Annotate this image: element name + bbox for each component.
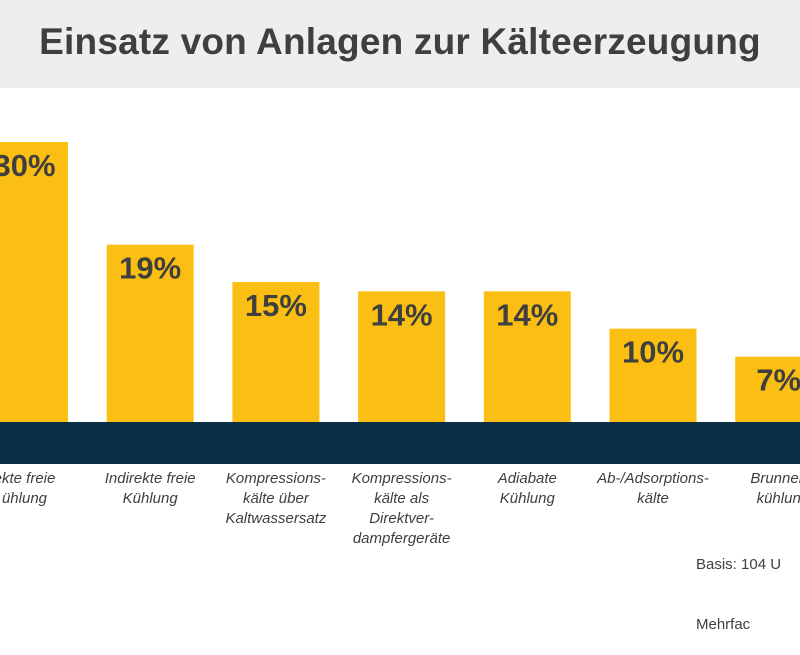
footnote-line: Basis: 104 U xyxy=(696,556,782,573)
chart-title: Einsatz von Anlagen zur Kälteerzeugung xyxy=(39,21,761,62)
category-label: kälte über xyxy=(243,490,310,507)
baseline-band xyxy=(0,422,800,464)
category-label: ühlung xyxy=(2,490,48,507)
category-label: Kompressions- xyxy=(226,470,326,487)
category-label: Kompressions- xyxy=(352,470,452,487)
footnote: Basis: 104 U Mehrfac xyxy=(696,515,800,655)
category-label: Kühlung xyxy=(500,490,556,507)
category-label: ekte freie xyxy=(0,470,55,487)
category-label: kühlun xyxy=(757,490,800,507)
category-label: Direktver- xyxy=(369,510,434,527)
bar xyxy=(358,291,446,422)
bar xyxy=(232,282,320,422)
bar-chart: 30% ekte freie ühlung 19% Indirekte freie Küh… xyxy=(0,142,800,547)
data-label: 10% xyxy=(622,335,684,370)
data-label: 30% xyxy=(0,148,56,183)
bar xyxy=(106,244,194,422)
category-label: kälte als xyxy=(374,490,430,507)
data-label: 7% xyxy=(756,363,800,398)
data-label: 14% xyxy=(496,297,558,332)
bar xyxy=(483,291,571,422)
bar xyxy=(735,356,800,422)
category-label: Brunnen xyxy=(750,470,800,487)
data-label: 19% xyxy=(119,251,181,286)
category-label: Adiabate xyxy=(497,470,557,487)
footnote-line: Mehrfac xyxy=(696,616,751,633)
bar xyxy=(0,142,68,422)
title-bar: Einsatz von Anlagen zur Kälteerzeugung xyxy=(0,0,800,88)
data-label: 15% xyxy=(245,288,307,323)
category-label: kälte xyxy=(637,490,669,507)
data-label: 14% xyxy=(371,297,433,332)
category-label: Kühlung xyxy=(123,490,179,507)
category-label: Indirekte freie xyxy=(105,470,196,487)
category-label: Kaltwassersatz xyxy=(225,510,326,527)
bar xyxy=(609,328,697,422)
category-label: dampfergeräte xyxy=(353,530,451,547)
category-label: Ab-/Adsorptions- xyxy=(596,470,709,487)
